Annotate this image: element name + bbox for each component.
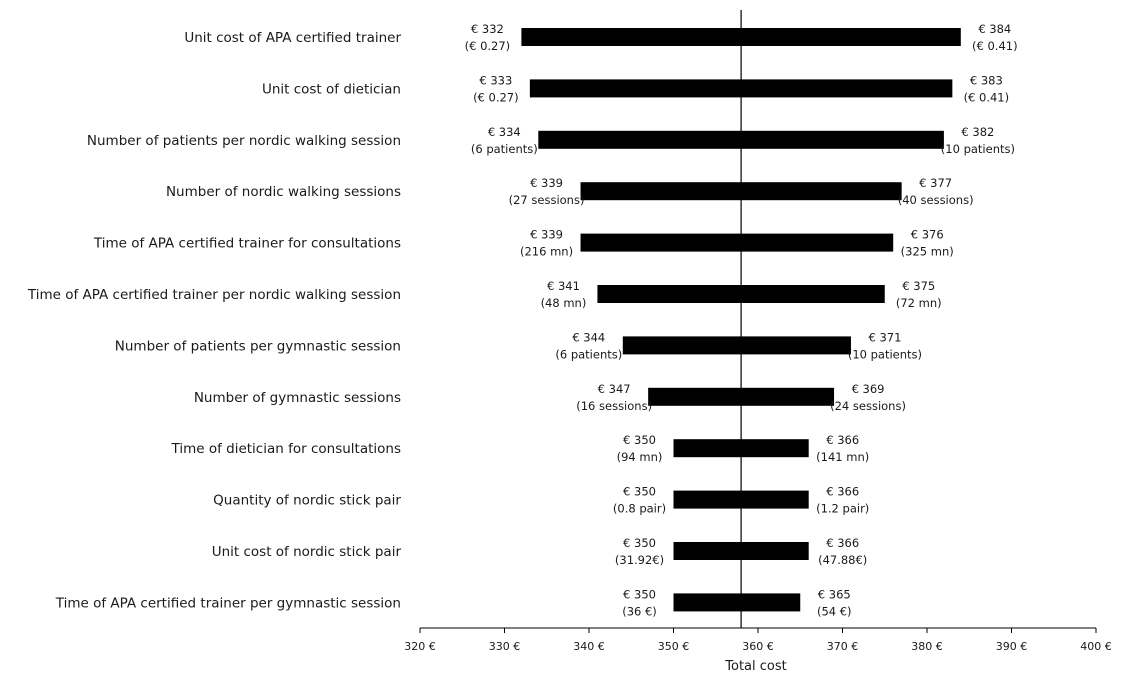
high-detail-label: (54 €) [817, 604, 852, 618]
x-tick-label: 390 € [996, 640, 1028, 653]
tornado-bar [673, 593, 801, 612]
high-value-label: € 383 [970, 73, 1003, 87]
x-tick-label: 330 € [489, 640, 521, 653]
x-tick-label: 360 € [742, 640, 774, 653]
high-detail-label: (72 mn) [896, 296, 942, 310]
low-detail-label: (6 patients) [555, 347, 622, 361]
x-tick-label: 400 € [1080, 640, 1112, 653]
value-labels-layer: € 332 (€ 0.27) € 384 (€ 0.41) € 333 (€ 0.27) €… [465, 22, 1018, 618]
x-axis-ticks: 320 € 330 € 340 € 350 € 360 € 370 € 380 € 390 €… [404, 628, 1112, 653]
low-value-label: € 332 [471, 22, 504, 36]
high-detail-label: (1.2 pair) [816, 502, 869, 516]
low-detail-label: (6 patients) [471, 142, 538, 156]
parameter-label: Number of nordic walking sessions [166, 184, 401, 200]
low-detail-label: (16 sessions) [576, 399, 652, 413]
low-value-label: € 350 [623, 433, 656, 447]
high-detail-label: (141 mn) [816, 450, 869, 464]
high-detail-label: (40 sessions) [898, 193, 974, 207]
high-value-label: € 384 [978, 22, 1011, 36]
parameter-label: Number of gymnastic sessions [194, 390, 401, 406]
high-value-label: € 375 [902, 279, 935, 293]
high-detail-label: (€ 0.41) [964, 90, 1010, 104]
x-tick-label: 380 € [911, 640, 943, 653]
high-value-label: € 365 [818, 587, 851, 601]
high-detail-label: (47.88€) [818, 553, 867, 567]
high-value-label: € 377 [919, 176, 952, 190]
high-value-label: € 371 [868, 330, 901, 344]
low-value-label: € 350 [623, 587, 656, 601]
tornado-bar [622, 336, 851, 355]
low-value-label: € 341 [547, 279, 580, 293]
low-detail-label: (€ 0.27) [473, 90, 519, 104]
high-value-label: € 376 [911, 228, 944, 242]
parameter-label: Time of APA certified trainer per gymnas… [55, 595, 401, 611]
low-value-label: € 350 [623, 536, 656, 550]
high-value-label: € 366 [826, 536, 859, 550]
category-labels-layer: Unit cost of APA certified trainer Unit c… [27, 30, 402, 611]
parameter-label: Time of dietician for consultations [171, 441, 402, 457]
tornado-bar [580, 233, 894, 252]
low-value-label: € 350 [623, 485, 656, 499]
x-axis-title: Total cost [724, 659, 786, 674]
parameter-label: Unit cost of dietician [262, 81, 401, 97]
high-value-label: € 382 [961, 125, 994, 139]
high-detail-label: (325 mn) [901, 245, 954, 259]
parameter-label: Time of APA certified trainer per nordic… [27, 287, 401, 303]
parameter-label: Number of patients per nordic walking se… [87, 133, 401, 149]
low-value-label: € 347 [598, 382, 631, 396]
low-value-label: € 334 [488, 125, 521, 139]
low-detail-label: (36 €) [622, 604, 657, 618]
high-detail-label: (10 patients) [941, 142, 1015, 156]
high-detail-label: (24 sessions) [830, 399, 906, 413]
x-tick-label: 340 € [573, 640, 605, 653]
x-tick-label: 370 € [827, 640, 859, 653]
parameter-label: Unit cost of nordic stick pair [212, 544, 402, 560]
low-detail-label: (27 sessions) [509, 193, 585, 207]
low-detail-label: (94 mn) [617, 450, 663, 464]
low-value-label: € 344 [572, 330, 605, 344]
high-value-label: € 366 [826, 485, 859, 499]
x-tick-label: 320 € [404, 640, 436, 653]
high-detail-label: (10 patients) [848, 347, 922, 361]
low-detail-label: (€ 0.27) [465, 39, 511, 53]
high-detail-label: (€ 0.41) [972, 39, 1018, 53]
parameter-label: Time of APA certified trainer for consul… [93, 236, 401, 252]
parameter-label: Number of patients per gymnastic session [115, 338, 401, 354]
low-detail-label: (216 mn) [520, 245, 573, 259]
low-value-label: € 333 [479, 73, 512, 87]
parameter-label: Unit cost of APA certified trainer [184, 30, 401, 46]
high-value-label: € 369 [852, 382, 885, 396]
x-tick-label: 350 € [658, 640, 690, 653]
low-detail-label: (0.8 pair) [613, 502, 666, 516]
low-detail-label: (48 mn) [541, 296, 587, 310]
high-value-label: € 366 [826, 433, 859, 447]
low-value-label: € 339 [530, 228, 563, 242]
parameter-label: Quantity of nordic stick pair [213, 493, 401, 509]
low-value-label: € 339 [530, 176, 563, 190]
low-detail-label: (31.92€) [615, 553, 664, 567]
